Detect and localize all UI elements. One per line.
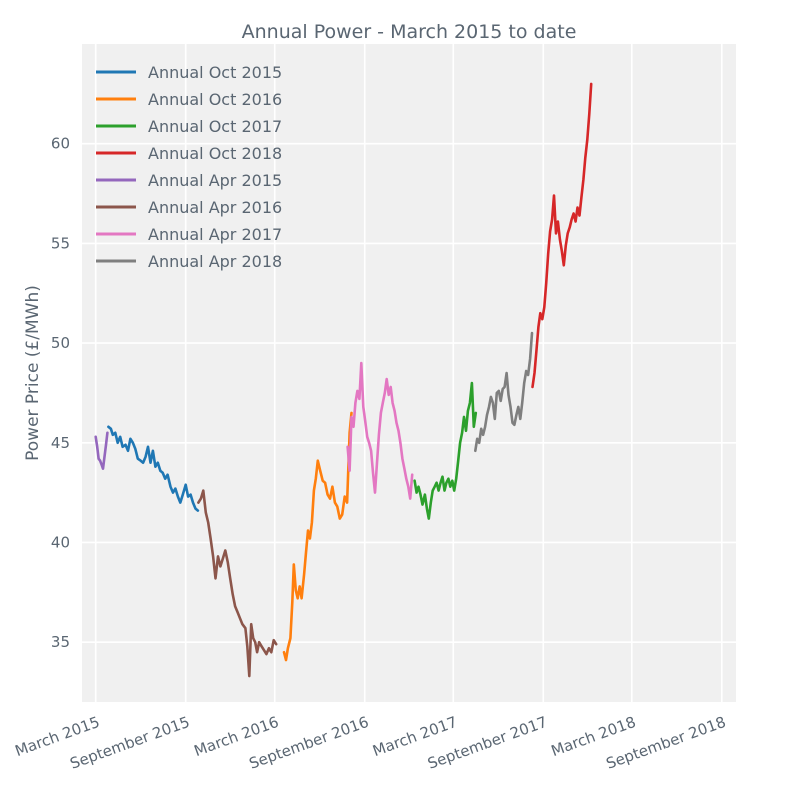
y-tick-label: 40: [51, 533, 70, 551]
legend-label: Annual Apr 2017: [148, 225, 282, 244]
legend-label: Annual Oct 2017: [148, 117, 282, 136]
legend-label: Annual Oct 2015: [148, 63, 282, 82]
series-line: [107, 425, 200, 512]
series-line: [531, 82, 593, 389]
y-tick-label: 55: [51, 234, 70, 252]
y-axis-ticks: 35 40 45 50 55 60: [51, 135, 70, 651]
plot-area: [82, 44, 736, 702]
series-line: [282, 411, 353, 662]
series-line: [346, 361, 414, 500]
series-line: [413, 381, 478, 520]
y-tick-label: 35: [51, 633, 70, 651]
y-tick-label: 45: [51, 434, 70, 452]
legend-label: Annual Apr 2018: [148, 252, 282, 271]
legend-label: Annual Apr 2015: [148, 171, 282, 190]
series-line: [197, 489, 278, 678]
chart-title: Annual Power - March 2015 to date: [242, 21, 577, 43]
y-tick-label: 60: [51, 135, 70, 153]
grid-lines: [82, 44, 736, 702]
legend-label: Annual Apr 2016: [148, 198, 282, 217]
y-tick-label: 50: [51, 334, 70, 352]
legend-label: Annual Oct 2016: [148, 90, 282, 109]
legend: Annual Oct 2015 Annual Oct 2016 Annual Oct…: [96, 63, 282, 271]
series-line: [474, 331, 534, 453]
series-lines: [94, 82, 593, 678]
y-axis-label: Power Price (£/MWh): [23, 285, 43, 461]
legend-label: Annual Oct 2018: [148, 144, 282, 163]
series-line: [94, 431, 109, 470]
